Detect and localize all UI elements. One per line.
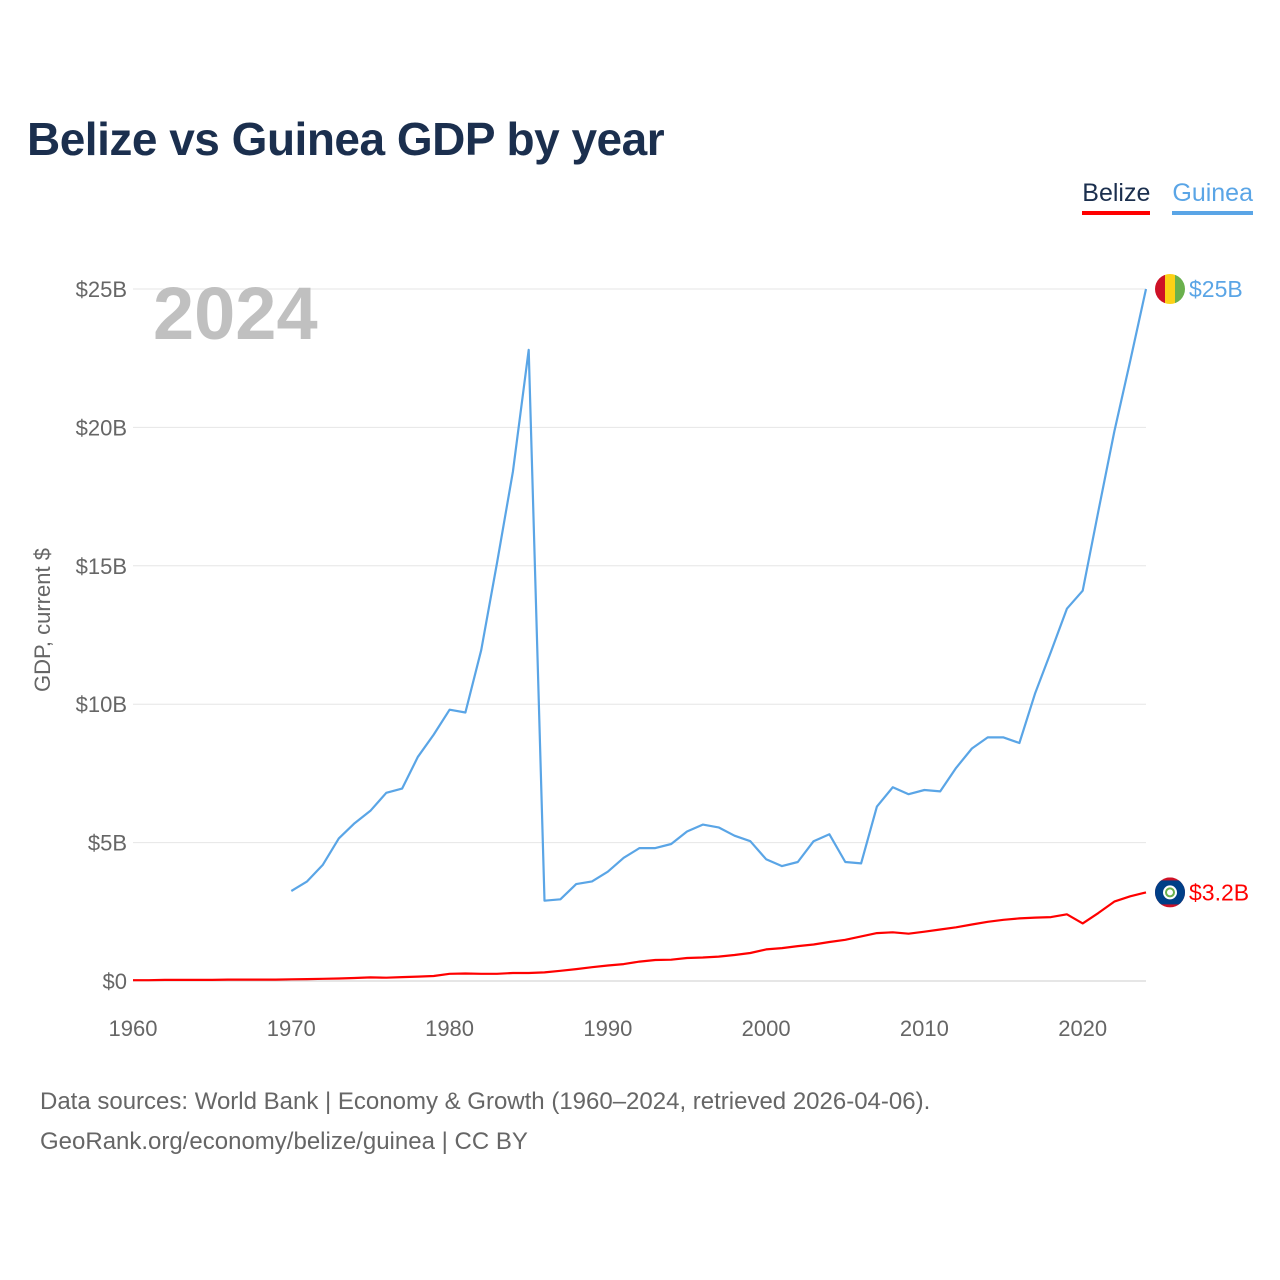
year-watermark: 2024: [153, 272, 318, 355]
legend-belize[interactable]: Belize: [1082, 179, 1151, 215]
x-tick-label: 2020: [1058, 1016, 1107, 1041]
y-axis-ticks: $0 $5B $10B $15B $20B $25B: [76, 277, 127, 994]
y-tick-label: $10B: [76, 692, 127, 717]
y-tick-label: $25B: [76, 277, 127, 302]
source-line-2[interactable]: GeoRank.org/economy/belize/guinea | CC B…: [40, 1128, 528, 1155]
x-tick-label: 1970: [267, 1016, 316, 1041]
guinea-flag-icon: [1155, 274, 1185, 304]
series-lines: [133, 288, 1148, 982]
x-tick-label: 2010: [900, 1016, 949, 1041]
gridlines: [133, 288, 1146, 982]
end-label-guinea: $25B: [1189, 276, 1243, 302]
belize-flag-icon: [1155, 877, 1185, 908]
y-tick-label: $5B: [88, 831, 127, 856]
source-note: Data sources: World Bank | Economy & Gro…: [40, 1082, 930, 1162]
page-title: Belize vs Guinea GDP by year: [27, 113, 665, 165]
legend-guinea[interactable]: Guinea: [1172, 179, 1253, 215]
y-tick-label: $15B: [76, 554, 127, 579]
end-label-belize: $3.2B: [1189, 879, 1249, 905]
x-tick-label: 1990: [583, 1016, 632, 1041]
series-line-guinea[interactable]: [290, 288, 1148, 902]
y-axis-label: GDP, current $: [30, 548, 55, 692]
x-axis-ticks: 1960 1970 1980 1990 2000 2010 2020: [109, 1016, 1108, 1041]
x-tick-label: 2000: [742, 1016, 791, 1041]
end-markers: $25B $3.2B: [1155, 274, 1249, 908]
series-line-belize[interactable]: [133, 891, 1147, 982]
gdp-line-chart: $0 $5B $10B $15B $20B $25B 1960 1970 1980 1990 20…: [30, 272, 1249, 1041]
x-tick-label: 1960: [109, 1016, 158, 1041]
y-tick-label: $0: [103, 969, 127, 994]
source-line-1: Data sources: World Bank | Economy & Gro…: [40, 1088, 931, 1115]
y-tick-label: $20B: [76, 415, 127, 440]
legend: Belize Guinea: [1082, 179, 1253, 215]
x-tick-label: 1980: [425, 1016, 474, 1041]
